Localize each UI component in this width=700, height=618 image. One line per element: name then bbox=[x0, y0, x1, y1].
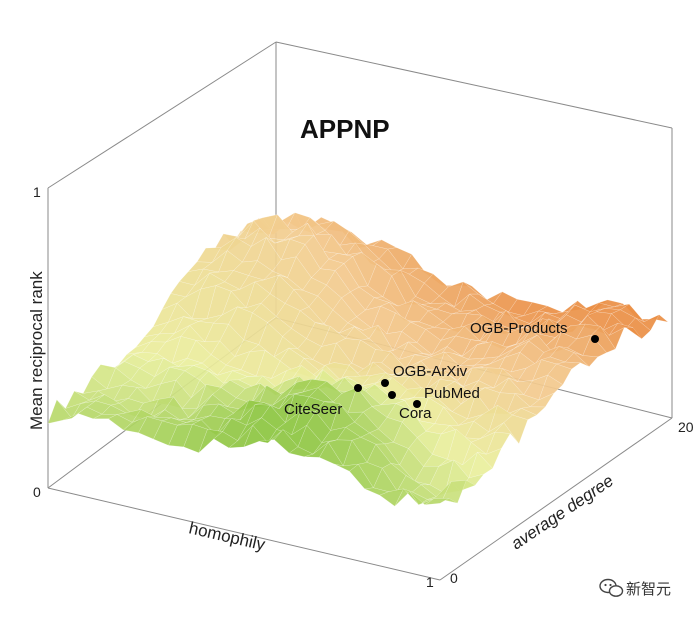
label-cora: Cora bbox=[399, 405, 432, 422]
surface-facet bbox=[468, 451, 493, 479]
wechat-icon bbox=[599, 578, 624, 597]
z-tick-max: 1 bbox=[33, 184, 41, 200]
x-axis-line bbox=[47, 487, 441, 581]
label-ogb-products: OGB-Products bbox=[470, 320, 568, 337]
surface-facet bbox=[635, 314, 660, 331]
point-pubmed bbox=[388, 391, 396, 399]
x-tick-max: 1 bbox=[426, 574, 434, 590]
chart-title: APPNP bbox=[300, 114, 390, 144]
z-tick-min: 0 bbox=[33, 484, 41, 500]
surface-facet bbox=[503, 414, 529, 445]
surface-facet bbox=[555, 361, 582, 370]
surface-facet bbox=[476, 447, 502, 469]
surface-facet bbox=[547, 363, 572, 386]
surface-facet bbox=[600, 326, 625, 350]
y-axis-label: average degree bbox=[508, 471, 617, 553]
surface-facet bbox=[591, 325, 616, 353]
point-ogb-arxiv bbox=[381, 379, 389, 387]
surface-mesh bbox=[47, 212, 669, 507]
label-citeseer: CiteSeer bbox=[284, 401, 342, 418]
left-top-edge bbox=[47, 41, 277, 189]
point-ogb-products bbox=[591, 335, 599, 343]
point-cora bbox=[413, 400, 421, 408]
z-axis-label: Mean reciprocal rank bbox=[27, 271, 46, 430]
watermark: 新智元 bbox=[599, 578, 671, 598]
x-axis-label: homophily bbox=[187, 518, 267, 554]
surface-facet bbox=[529, 392, 555, 408]
label-ogb-arxiv: OGB-ArXiv bbox=[393, 363, 468, 380]
surface-facet bbox=[512, 408, 538, 420]
watermark-text: 新智元 bbox=[626, 580, 671, 598]
back-top-edge bbox=[275, 41, 673, 129]
point-citeseer bbox=[354, 384, 362, 392]
dataset-points: OGB-Products OGB-ArXiv PubMed Cora CiteS… bbox=[284, 320, 599, 422]
y-tick-max: 20 bbox=[678, 419, 694, 435]
y-axis-line bbox=[439, 417, 673, 581]
surface-facet bbox=[442, 480, 467, 504]
surface-facet bbox=[424, 498, 449, 506]
label-pubmed: PubMed bbox=[424, 385, 480, 402]
y-tick-min: 0 bbox=[450, 570, 458, 586]
surface-facet bbox=[582, 334, 608, 358]
